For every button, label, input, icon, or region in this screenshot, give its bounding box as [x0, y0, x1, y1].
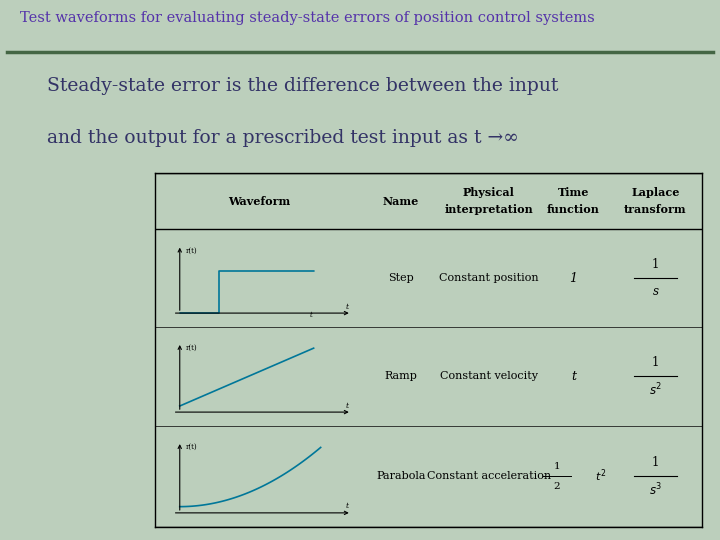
- Text: Waveform: Waveform: [228, 195, 290, 207]
- Text: Constant acceleration: Constant acceleration: [426, 471, 551, 481]
- Text: interpretation: interpretation: [444, 205, 533, 215]
- Text: function: function: [547, 205, 600, 215]
- Text: 2: 2: [554, 482, 560, 491]
- Text: t: t: [310, 310, 312, 319]
- Text: Test waveforms for evaluating steady-state errors of position control systems: Test waveforms for evaluating steady-sta…: [20, 11, 595, 25]
- Text: Steady-state error is the difference between the input: Steady-state error is the difference bet…: [47, 77, 558, 96]
- Text: and the output for a prescribed test input as t →∞: and the output for a prescribed test inp…: [47, 129, 518, 147]
- Text: Time: Time: [558, 187, 589, 198]
- Text: t: t: [571, 370, 576, 383]
- Text: Step: Step: [388, 273, 414, 283]
- Text: t: t: [346, 502, 349, 510]
- Text: transform: transform: [624, 205, 687, 215]
- Text: Physical: Physical: [463, 187, 515, 198]
- Text: Constant position: Constant position: [438, 273, 539, 283]
- Text: $s^3$: $s^3$: [649, 481, 662, 498]
- Text: Laplace: Laplace: [631, 187, 680, 198]
- Text: Name: Name: [383, 195, 419, 207]
- Text: r(t): r(t): [185, 247, 197, 254]
- Text: r(t): r(t): [185, 344, 197, 352]
- Text: Ramp: Ramp: [384, 371, 418, 381]
- Text: Constant velocity: Constant velocity: [440, 371, 538, 381]
- Text: 1: 1: [554, 462, 560, 471]
- Text: 1: 1: [652, 258, 660, 271]
- Text: t: t: [346, 402, 349, 410]
- Text: r(t): r(t): [185, 443, 197, 451]
- Text: 1: 1: [570, 272, 577, 285]
- Text: 1: 1: [652, 356, 660, 369]
- Text: s: s: [652, 285, 659, 298]
- Text: t: t: [346, 303, 349, 310]
- Text: 1: 1: [652, 456, 660, 469]
- Text: Parabola: Parabola: [377, 471, 426, 481]
- Text: $t^2$: $t^2$: [595, 468, 606, 484]
- Text: $s^2$: $s^2$: [649, 381, 662, 398]
